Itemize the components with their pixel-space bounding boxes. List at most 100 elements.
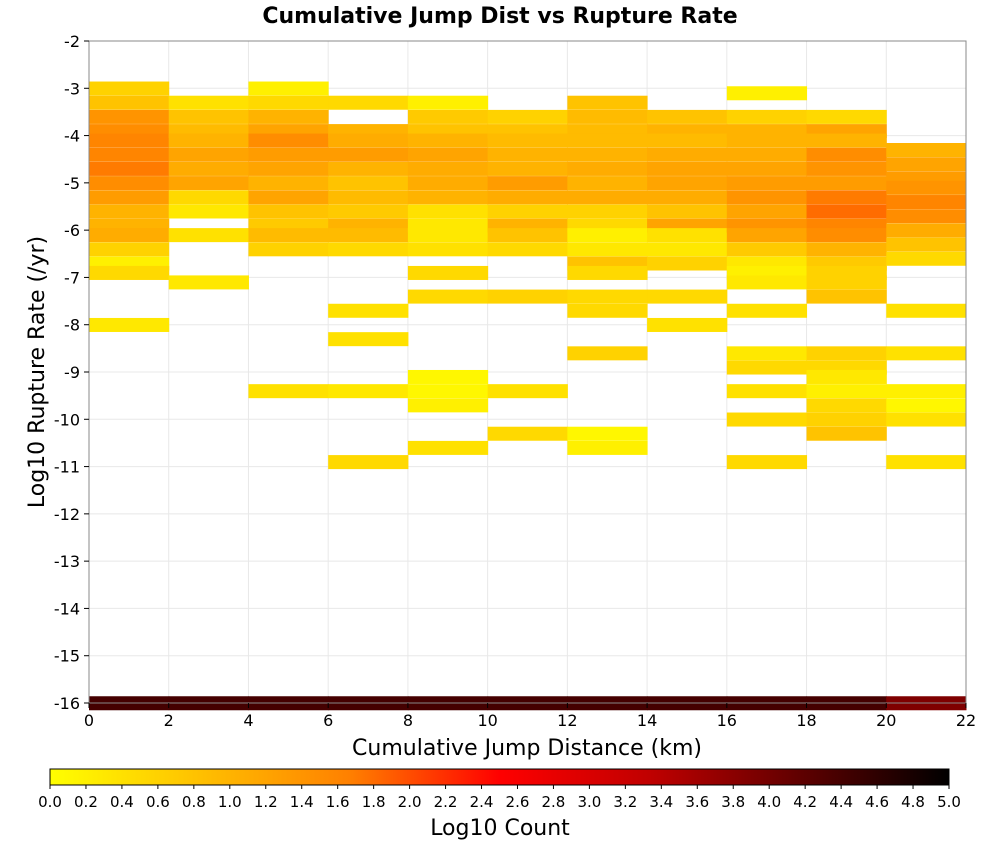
x-tick-label: 20: [876, 711, 896, 730]
heatmap-cell: [567, 289, 648, 304]
heatmap-cell: [248, 81, 329, 96]
heatmap-cell: [886, 346, 967, 361]
x-axis-label: Cumulative Jump Distance (km): [352, 736, 702, 761]
colorbar-tick-label: 2.0: [398, 793, 422, 811]
heatmap-cell: [328, 95, 409, 110]
colorbar-label: Log10 Count: [430, 816, 570, 841]
heatmap-cell: [806, 204, 887, 219]
heatmap-cell: [806, 109, 887, 124]
heatmap-cell: [647, 109, 728, 124]
x-tick-label: 8: [403, 711, 413, 730]
heatmap-cell: [248, 161, 329, 176]
heatmap-cell: [886, 237, 967, 252]
heatmap-cell: [487, 384, 568, 399]
heatmap-cell: [487, 204, 568, 219]
heatmap-cell: [567, 346, 648, 361]
heatmap-cell: [647, 133, 728, 148]
heatmap-cell: [647, 242, 728, 257]
heatmap-cell: [328, 176, 409, 191]
heatmap-cell: [567, 265, 648, 280]
heatmap-cell: [806, 384, 887, 399]
heatmap-cell: [328, 384, 409, 399]
heatmap-cell: [168, 161, 249, 176]
heatmap-cell: [168, 95, 249, 110]
colorbar: [49, 768, 950, 786]
x-tick-label: 18: [796, 711, 816, 730]
y-tick-label: -15: [54, 647, 80, 666]
y-tick-label: -3: [64, 79, 80, 98]
heatmap-cell: [487, 426, 568, 441]
heatmap-cell: [647, 176, 728, 191]
heatmap-cell: [168, 109, 249, 124]
heatmap-cell: [726, 242, 808, 257]
heatmap-cell: [168, 176, 249, 191]
heatmap-cell: [407, 109, 489, 124]
heatmap-cell: [248, 204, 329, 219]
heatmap-cell: [567, 228, 648, 243]
heatmap-cell: [407, 289, 489, 304]
heatmap-cell: [726, 204, 808, 219]
heatmap-cell: [567, 190, 648, 205]
heatmap-cell: [407, 384, 489, 399]
heatmap-cell: [407, 398, 489, 413]
y-axis-label: Log10 Rupture Rate (/yr): [25, 236, 50, 508]
heatmap-cell: [89, 95, 170, 110]
heatmap-cell: [328, 204, 409, 219]
heatmap-cell: [726, 455, 808, 470]
heatmap-cell: [726, 346, 808, 361]
colorbar-tick-label: 1.4: [290, 793, 314, 811]
heatmap-cell: [726, 360, 808, 375]
heatmap-cell: [726, 161, 808, 176]
colorbar-tick-label: 3.6: [685, 793, 709, 811]
heatmap-cell: [487, 161, 568, 176]
x-tick-label: 4: [243, 711, 253, 730]
heatmap-cell: [806, 275, 887, 290]
x-tick-label: 12: [557, 711, 577, 730]
heatmap-cell: [248, 242, 329, 257]
heatmap-cell: [567, 109, 648, 124]
heatmap-cell: [248, 190, 329, 205]
heatmap-cell: [726, 147, 808, 162]
heatmap-cell: [647, 204, 728, 219]
heatmap-cell: [168, 133, 249, 148]
heatmap-cell: [567, 95, 648, 110]
heatmap-cell: [886, 195, 967, 210]
y-tick-label: -9: [64, 363, 80, 382]
heatmap-cell: [647, 147, 728, 162]
heatmap-cell: [726, 109, 808, 124]
heatmap-cell: [328, 147, 409, 162]
heatmap-cell: [487, 133, 568, 148]
heatmap-cell: [806, 190, 887, 205]
heatmap-cell: [89, 265, 170, 280]
x-tick-label: 10: [477, 711, 497, 730]
colorbar-tick-label: 5.0: [937, 793, 961, 811]
heatmap-cell: [487, 228, 568, 243]
colorbar-ticks: 0.0 0.2 0.4 0.6 0.8 1.0 1.2 1.4 1.6 1.8 2.0 2.2 2.4 2…: [38, 785, 961, 811]
heatmap-cell: [328, 332, 409, 347]
heatmap-cell: [407, 95, 489, 110]
heatmap-cell: [726, 303, 808, 318]
heatmap-cell: [407, 133, 489, 148]
heatmap-cell: [407, 176, 489, 191]
heatmap-cell: [168, 147, 249, 162]
heatmap-cell: [407, 204, 489, 219]
heatmap-cell: [407, 190, 489, 205]
heatmap-cell: [407, 147, 489, 162]
heatmap-cell: [89, 147, 170, 162]
heatmap-cell: [806, 161, 887, 176]
heatmap-cell: [487, 190, 568, 205]
heatmap-cell: [89, 242, 170, 257]
colorbar-tick-label: 2.2: [434, 793, 458, 811]
heatmap-cell: [886, 384, 967, 399]
heatmap-cell: [407, 161, 489, 176]
heatmap-cell: [567, 440, 648, 455]
heatmap-cell: [567, 204, 648, 219]
heatmap-cell: [567, 161, 648, 176]
colorbar-tick-label: 0.6: [146, 793, 170, 811]
heatmap-cell: [328, 455, 409, 470]
y-tick-label: -11: [54, 458, 80, 477]
colorbar-tick-label: 3.4: [649, 793, 673, 811]
heatmap-cell: [886, 398, 967, 413]
heatmap-cell: [806, 242, 887, 257]
heatmap-cell: [886, 455, 967, 470]
